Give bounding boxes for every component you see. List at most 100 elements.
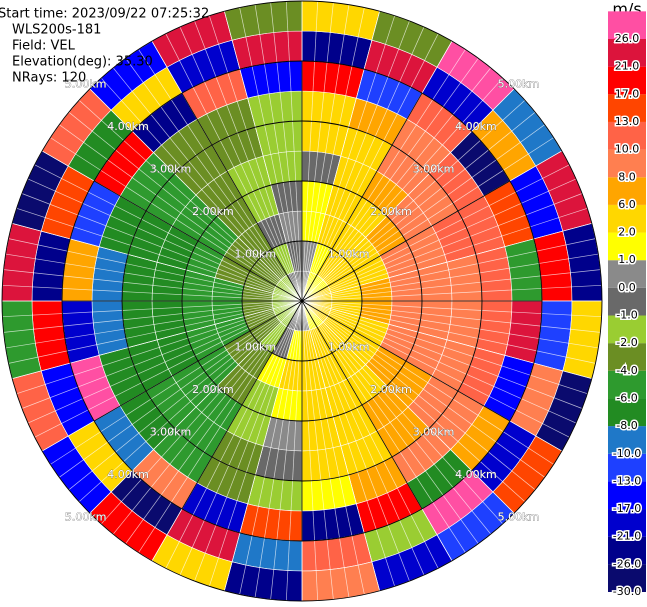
ray-separator	[16, 207, 303, 302]
ray-separator	[112, 67, 303, 302]
header-line: Field: VEL	[12, 39, 76, 54]
ray-separator	[301, 300, 545, 478]
colorbar-segment	[608, 232, 646, 261]
colorbar-tick-label: 1.0	[618, 253, 636, 266]
velocity-cell	[446, 300, 483, 348]
velocity-cell	[121, 254, 158, 302]
ray-separator	[8, 300, 303, 364]
range-label: 3.00km	[413, 162, 455, 175]
ray-separator	[301, 300, 350, 598]
ray-separator	[27, 178, 303, 302]
ray-separator	[301, 300, 526, 502]
range-label: 5.00km	[65, 510, 107, 523]
ray-separator	[301, 300, 570, 438]
header-line: Start time: 2023/09/22 07:25:32	[0, 7, 209, 22]
ray-separator	[301, 77, 503, 302]
ray-separator	[68, 300, 303, 491]
colorbar-tick-label: -10.0	[613, 447, 641, 460]
ray-separator	[301, 300, 577, 424]
colorbar-tick-label: -4.0	[616, 364, 637, 377]
ray-separator	[301, 67, 492, 302]
colorbar-segment	[608, 66, 646, 95]
range-label: 2.00km	[370, 383, 412, 396]
ray-separator	[301, 300, 515, 514]
ray-separator	[50, 137, 303, 302]
ray-separator	[254, 300, 303, 598]
colorbar-segment	[608, 315, 646, 344]
ray-separator	[301, 300, 503, 525]
range-label: 3.00km	[413, 426, 455, 439]
colorbar-segment	[608, 94, 646, 122]
ray-separator	[301, 164, 570, 302]
colorbar-tick-label: -26.0	[613, 557, 641, 570]
range-label: 2.00km	[370, 205, 412, 218]
ray-separator	[301, 26, 425, 302]
ray-separator	[301, 300, 439, 569]
ray-separator	[2, 284, 303, 302]
ray-separator	[5, 300, 303, 349]
ray-separator	[2, 300, 303, 318]
range-label: 4.00km	[455, 120, 497, 133]
ray-separator	[165, 300, 303, 569]
ray-separator	[301, 124, 545, 302]
ray-separator	[301, 88, 515, 302]
velocity-cell	[255, 120, 303, 157]
ray-separator	[3, 300, 303, 333]
range-ring	[1, 0, 603, 602]
ray-separator	[301, 2, 334, 302]
range-label: 5.00km	[65, 78, 107, 91]
ray-separator	[101, 300, 303, 525]
ray-separator	[21, 300, 303, 409]
range-label: 5.00km	[498, 510, 540, 523]
header-line: NRays: 120	[12, 71, 86, 86]
ray-separator	[301, 300, 319, 601]
colorbar-tick-label: 2.0	[618, 226, 636, 239]
ray-separator	[239, 7, 303, 302]
range-ring	[241, 240, 363, 362]
ray-separator	[301, 100, 526, 302]
ray-separator	[301, 300, 599, 349]
ray-separator	[50, 300, 303, 465]
colorbar-segment	[608, 287, 646, 316]
ray-separator	[301, 300, 554, 465]
ray-separator	[27, 300, 303, 424]
ray-separator	[301, 33, 439, 302]
ray-separator	[301, 193, 583, 302]
ray-separator	[89, 88, 303, 302]
ray-separator	[59, 124, 303, 302]
ray-separator	[270, 2, 303, 302]
ray-separator	[301, 300, 596, 364]
colorbar-tick-label: -1.0	[616, 309, 637, 322]
ppi-field	[1, 0, 603, 602]
ray-separator	[239, 300, 303, 595]
colorbar-tick-label: 17.0	[615, 87, 640, 100]
range-label: 4.00km	[107, 120, 149, 133]
ray-separator	[254, 4, 303, 302]
colorbar-tick-label: -13.0	[613, 474, 641, 487]
colorbar-tick-label: -2.0	[616, 336, 637, 349]
velocity-cell	[446, 254, 483, 302]
range-label: 1.00km	[235, 341, 277, 354]
colorbar-segment	[608, 426, 646, 454]
ray-separator	[301, 300, 365, 595]
ray-separator	[224, 300, 303, 591]
ray-separator	[138, 49, 303, 302]
colorbar-segment	[608, 564, 646, 592]
velocity-cell	[121, 300, 158, 348]
range-label: 2.00km	[192, 205, 234, 218]
colorbar-segment	[608, 453, 646, 482]
colorbar-tick-label: 6.0	[618, 198, 636, 211]
range-label: 5.00km	[498, 78, 540, 91]
ray-separator	[21, 193, 303, 302]
velocity-cell	[255, 445, 303, 482]
ray-separator	[12, 223, 303, 302]
ray-separator	[125, 300, 303, 544]
ray-separator	[301, 223, 592, 302]
ray-separator	[301, 300, 588, 395]
ray-separator	[301, 137, 554, 302]
ray-separator	[285, 1, 303, 302]
colorbar-segment	[608, 11, 646, 39]
colorbar: m/s -30.0-26.0-21.0-17.0-13.0-10.0-8.0-6…	[608, 0, 646, 600]
ray-separator	[34, 164, 303, 302]
colorbar-tick-label: 21.0	[615, 60, 640, 73]
